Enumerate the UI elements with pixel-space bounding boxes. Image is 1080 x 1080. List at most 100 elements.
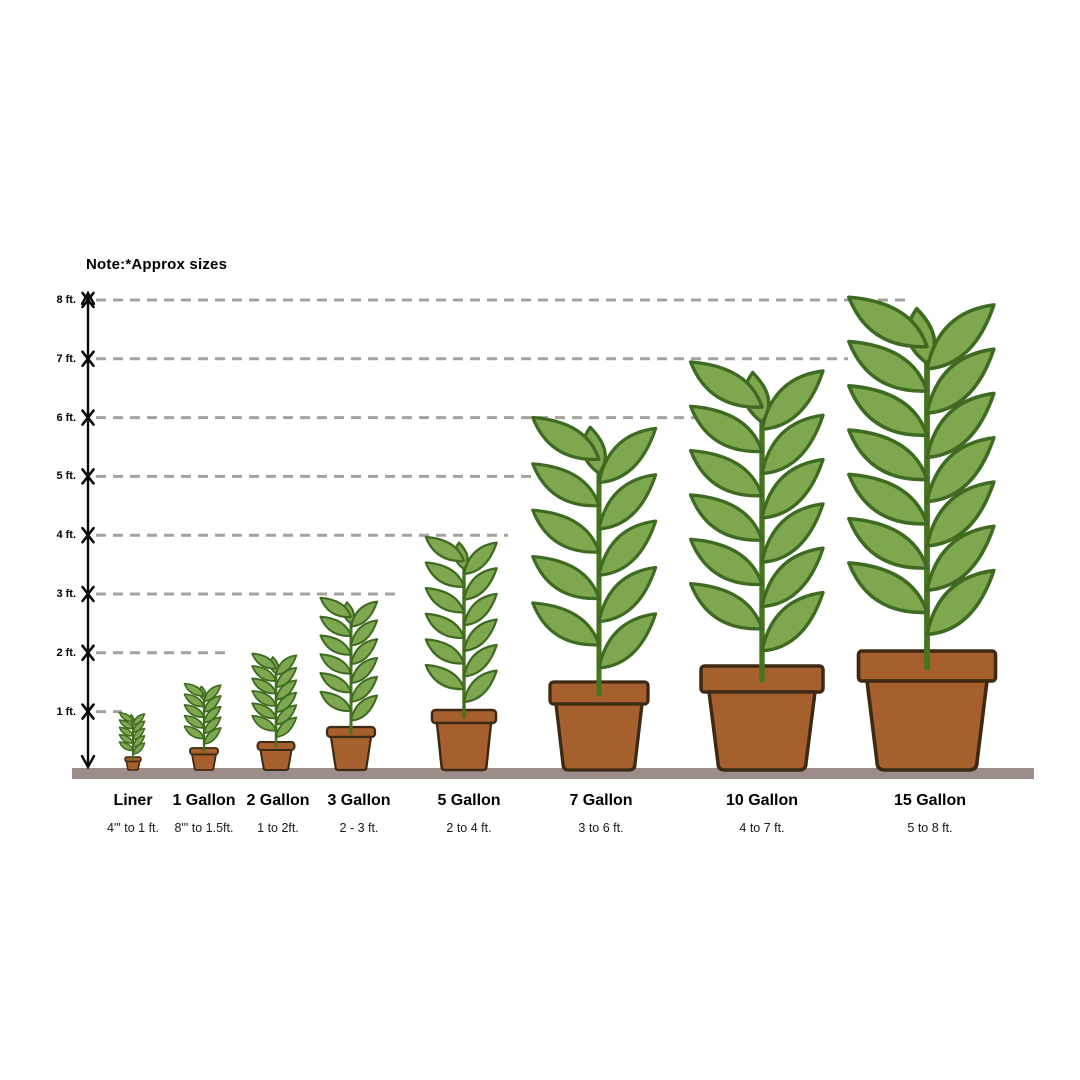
pot-body xyxy=(865,679,989,772)
plant-leaf xyxy=(183,704,205,719)
category-label: 7 Gallon xyxy=(569,792,633,809)
plant-leaf xyxy=(251,652,277,670)
plant-leaf xyxy=(132,742,146,755)
plant-leaf xyxy=(760,546,825,609)
plant-group-7-gallon xyxy=(531,415,658,772)
plant-leaf xyxy=(462,592,498,627)
plant-leaf xyxy=(847,472,929,526)
axis-arrow-down-icon xyxy=(80,754,96,770)
plant-leaf xyxy=(847,516,929,570)
pot-body xyxy=(707,690,817,772)
pot-body xyxy=(329,735,373,772)
plant-leaf xyxy=(760,413,825,476)
tick-label: 1 ft. xyxy=(56,705,76,718)
plant-leaf xyxy=(688,493,764,542)
pot-body xyxy=(125,760,141,771)
plant-leaf xyxy=(925,568,996,637)
category-label-group: 10 Gallon 4 to 7 ft. xyxy=(672,792,852,835)
plant-leaf xyxy=(349,619,379,647)
plant-leaf xyxy=(183,693,205,708)
plant-leaf xyxy=(275,716,298,738)
pot-body xyxy=(435,721,493,772)
tick-label: 4 ft. xyxy=(56,529,76,542)
plant-leaf xyxy=(531,601,601,647)
plant-leaf xyxy=(847,561,929,615)
plant-leaf xyxy=(847,295,929,349)
category-label-group: 1 Gallon 8"' to 1.5ft. xyxy=(114,792,294,835)
plant-leaf xyxy=(319,596,353,619)
category-label-group: Liner 4"' to 1 ft. xyxy=(43,792,223,835)
tick-x-mark xyxy=(81,703,95,720)
category-label: 5 Gallon xyxy=(437,792,501,809)
plant-leaf xyxy=(462,643,498,678)
tick-x-mark xyxy=(81,409,95,426)
category-label-group: 7 Gallon 3 to 6 ft. xyxy=(511,792,691,835)
plant-leaf xyxy=(462,618,498,652)
plant-leaf xyxy=(688,448,764,498)
tick-x-mark xyxy=(81,585,95,603)
plant-leaf xyxy=(251,714,277,732)
plant-leaf xyxy=(251,702,277,720)
tick-label: 3 ft. xyxy=(56,588,76,600)
plant-leaf xyxy=(597,565,658,624)
plant-leaf xyxy=(183,682,205,697)
plant-leaf xyxy=(183,725,205,740)
tick-x-mark xyxy=(81,526,95,544)
plant-leaf xyxy=(847,428,929,482)
plant-leaf xyxy=(251,665,277,682)
tick-label: 5 ft. xyxy=(56,470,76,483)
category-label-group: 3 Gallon 2 - 3 ft. xyxy=(269,792,449,835)
plant-leaf xyxy=(319,690,353,713)
category-size-range: 2 - 3 ft. xyxy=(339,821,379,835)
plant-leaf xyxy=(597,519,658,577)
tick-x-mark xyxy=(81,291,95,309)
plant-leaf xyxy=(597,426,658,485)
plant-leaf xyxy=(118,726,134,737)
plant-leaf xyxy=(251,677,277,695)
category-label: Liner xyxy=(113,792,153,809)
plant-leaf xyxy=(424,535,466,563)
plant-group-15-gallon xyxy=(847,295,998,772)
plant-leaf xyxy=(349,694,379,722)
plant-leaf xyxy=(760,590,825,653)
plant-leaf xyxy=(847,384,929,437)
plant-leaf xyxy=(688,581,764,631)
plant-leaf xyxy=(925,435,996,504)
plant-group-5-gallon xyxy=(424,535,498,772)
plant-leaf xyxy=(319,671,353,694)
plant-group-3-gallon xyxy=(319,596,379,772)
plant-leaf xyxy=(597,612,658,670)
plant-leaf xyxy=(760,457,825,520)
plant-leaf xyxy=(925,303,996,371)
plant-leaf xyxy=(760,502,825,564)
plant-leaf xyxy=(319,634,353,656)
category-size-range: 4"' to 1 ft. xyxy=(107,821,159,835)
plant-leaf xyxy=(319,615,353,637)
plant-leaf xyxy=(760,369,825,431)
category-label: 3 Gallon xyxy=(327,792,391,809)
plant-leaf xyxy=(597,473,658,531)
plant-leaf xyxy=(925,524,996,592)
pot-body xyxy=(554,702,644,772)
plant-leaf xyxy=(688,537,764,587)
plant-leaf xyxy=(424,587,466,614)
tick-x-mark xyxy=(81,644,95,662)
tick-label: 6 ft. xyxy=(56,411,76,424)
plant-leaf xyxy=(925,391,996,460)
plant-leaf xyxy=(349,638,379,666)
plant-leaf xyxy=(925,480,996,548)
tick-x-mark xyxy=(81,468,95,485)
plant-leaf xyxy=(531,554,601,601)
plant-leaf xyxy=(462,669,498,704)
plant-leaf xyxy=(349,675,379,703)
tick-x-mark xyxy=(81,350,95,368)
plant-leaf xyxy=(349,600,379,628)
category-size-range: 4 to 7 ft. xyxy=(739,821,785,835)
plant-leaf xyxy=(183,714,205,729)
plant-leaf xyxy=(531,415,601,461)
plant-group-2-gallon xyxy=(251,652,298,771)
plant-leaf xyxy=(118,741,134,752)
category-label: 1 Gallon xyxy=(172,792,236,809)
plant-leaf xyxy=(319,653,353,675)
